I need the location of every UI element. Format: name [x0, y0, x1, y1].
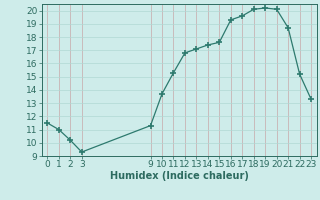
- X-axis label: Humidex (Indice chaleur): Humidex (Indice chaleur): [110, 171, 249, 181]
